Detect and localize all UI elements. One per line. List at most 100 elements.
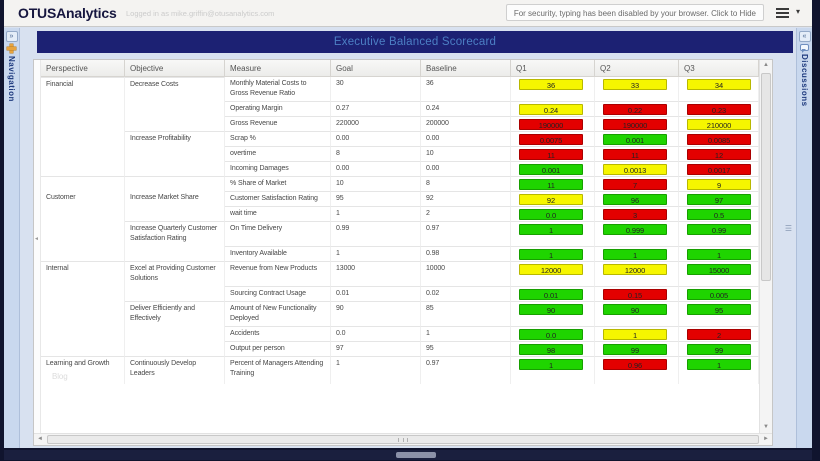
q3-status-chip-green[interactable]: 0.99	[687, 224, 751, 235]
q1-status-chip-green[interactable]: 90	[519, 304, 583, 315]
q1-status-chip-red[interactable]: 0.0075	[519, 134, 583, 145]
q1-status-chip-green[interactable]: 1	[519, 359, 583, 370]
column-header-measure[interactable]: Measure	[225, 60, 331, 77]
q3-status-chip-red[interactable]: 2	[687, 329, 751, 340]
column-header-objective[interactable]: Objective	[125, 60, 225, 77]
q2-status-chip-red[interactable]: 0.96	[603, 359, 667, 370]
column-header-q1[interactable]: Q1	[511, 60, 595, 77]
q1-status-chip-yellow[interactable]: 92	[519, 194, 583, 205]
security-notice-banner[interactable]: For security, typing has been disabled b…	[505, 4, 764, 21]
perspective-cell	[41, 341, 125, 356]
q3-cell: 1	[679, 246, 759, 261]
q1-status-chip-green[interactable]: 0.0	[519, 209, 583, 220]
q1-status-chip-yellow[interactable]: 0.24	[519, 104, 583, 115]
horizontal-scrollbar-thumb[interactable]	[47, 435, 759, 444]
q2-status-chip-green[interactable]: 99	[603, 344, 667, 355]
q2-status-chip-green[interactable]: 96	[603, 194, 667, 205]
collapse-left-icon[interactable]: ◄	[34, 236, 39, 242]
q2-status-chip-yellow[interactable]: 1	[603, 329, 667, 340]
q1-status-chip-yellow[interactable]: 36	[519, 79, 583, 90]
objective-cell	[125, 116, 225, 131]
q3-status-chip-green[interactable]: 97	[687, 194, 751, 205]
logged-in-status: Logged in as mike.griffin@otusanalytics.…	[126, 9, 275, 18]
scroll-right-icon[interactable]: ►	[763, 436, 769, 442]
scroll-down-icon[interactable]: ▼	[763, 424, 769, 430]
q1-status-chip-green[interactable]: 1	[519, 249, 583, 260]
q3-status-chip-green[interactable]: 1	[687, 359, 751, 370]
goal-cell: 0.01	[331, 286, 421, 301]
q3-status-chip-red[interactable]: 0.0085	[687, 134, 751, 145]
scroll-left-icon[interactable]: ◄	[37, 436, 43, 442]
table-row: Operating Margin 0.27 0.24 0.24 0.22 0.23	[41, 101, 759, 116]
table-row: Deliver Efficiently and Effectively Amoun…	[41, 301, 759, 326]
q1-cell: 0.0	[511, 206, 595, 221]
q1-status-chip-green[interactable]: 0.001	[519, 164, 583, 175]
perspective-cell	[41, 146, 125, 161]
perspective-cell: Internal	[41, 261, 125, 286]
q2-status-chip-yellow[interactable]: 33	[603, 79, 667, 90]
page-horizontal-scrollbar[interactable]	[4, 450, 812, 460]
q2-status-chip-red[interactable]: 3	[603, 209, 667, 220]
blog-watermark: Blog	[52, 372, 68, 381]
column-header-q2[interactable]: Q2	[595, 60, 679, 77]
column-header-baseline[interactable]: Baseline	[421, 60, 511, 77]
q3-status-chip-green[interactable]: 1	[687, 249, 751, 260]
q2-status-chip-yellow[interactable]: 0.0013	[603, 164, 667, 175]
q3-status-chip-red[interactable]: 12	[687, 149, 751, 160]
measure-cell: Operating Margin	[225, 101, 331, 116]
hamburger-menu-button[interactable]: ▾	[776, 6, 800, 21]
column-header-q3[interactable]: Q3	[679, 60, 759, 77]
q3-status-chip-yellow[interactable]: 9	[687, 179, 751, 190]
discussions-expand-button[interactable]: «	[798, 31, 811, 42]
q1-status-chip-green[interactable]: 0.0	[519, 329, 583, 340]
navigation-sidebar-label[interactable]: Navigation	[7, 56, 16, 102]
q2-status-chip-red[interactable]: 0.22	[603, 104, 667, 115]
q1-status-chip-green[interactable]: 98	[519, 344, 583, 355]
objective-cell: Deliver Efficiently and Effectively	[125, 301, 225, 326]
perspective-cell	[41, 176, 125, 191]
q1-status-chip-red[interactable]: 11	[519, 149, 583, 160]
baseline-cell: 85	[421, 301, 511, 326]
discussion-bubble-icon	[800, 44, 809, 53]
q1-status-chip-yellow[interactable]: 12000	[519, 264, 583, 275]
q2-status-chip-red[interactable]: 0.15	[603, 289, 667, 300]
baseline-cell: 92	[421, 191, 511, 206]
q2-status-chip-red[interactable]: 190000	[603, 119, 667, 130]
q1-cell: 11	[511, 176, 595, 191]
q2-status-chip-green[interactable]: 90	[603, 304, 667, 315]
page-scrollbar-thumb[interactable]	[396, 452, 436, 458]
vertical-scrollbar[interactable]: ▲ ▼	[759, 60, 772, 433]
vertical-scrollbar-thumb[interactable]	[761, 73, 771, 281]
q3-status-chip-green[interactable]: 15000	[687, 264, 751, 275]
scroll-up-icon[interactable]: ▲	[763, 62, 769, 68]
navigation-expand-button[interactable]: »	[5, 31, 18, 42]
goal-cell: 1	[331, 246, 421, 261]
q3-status-chip-green[interactable]: 99	[687, 344, 751, 355]
column-header-perspective[interactable]: Perspective	[41, 60, 125, 77]
q3-status-chip-green[interactable]: 0.5	[687, 209, 751, 220]
q2-status-chip-red[interactable]: 7	[603, 179, 667, 190]
measure-cell: Revenue from New Products	[225, 261, 331, 286]
q2-status-chip-green[interactable]: 0.999	[603, 224, 667, 235]
q3-status-chip-red[interactable]: 0.23	[687, 104, 751, 115]
goal-cell: 0.00	[331, 161, 421, 176]
q3-status-chip-red[interactable]: 0.0017	[687, 164, 751, 175]
panel-resize-grip[interactable]: ☰	[784, 224, 792, 233]
q3-status-chip-yellow[interactable]: 34	[687, 79, 751, 90]
column-header-goal[interactable]: Goal	[331, 60, 421, 77]
q1-status-chip-green[interactable]: 11	[519, 179, 583, 190]
q1-status-chip-red[interactable]: 190000	[519, 119, 583, 130]
q3-cell: 12	[679, 146, 759, 161]
q2-status-chip-red[interactable]: 11	[603, 149, 667, 160]
q3-cell: 0.0085	[679, 131, 759, 146]
q2-status-chip-green[interactable]: 0.001	[603, 134, 667, 145]
q3-status-chip-green[interactable]: 0.005	[687, 289, 751, 300]
q3-status-chip-yellow[interactable]: 210000	[687, 119, 751, 130]
q2-status-chip-yellow[interactable]: 12000	[603, 264, 667, 275]
horizontal-scrollbar[interactable]: ◄ ►	[34, 433, 772, 445]
q1-status-chip-green[interactable]: 0.01	[519, 289, 583, 300]
q3-status-chip-green[interactable]: 95	[687, 304, 751, 315]
q2-status-chip-green[interactable]: 1	[603, 249, 667, 260]
discussions-sidebar-label[interactable]: Discussions	[800, 54, 809, 107]
q1-status-chip-green[interactable]: 1	[519, 224, 583, 235]
